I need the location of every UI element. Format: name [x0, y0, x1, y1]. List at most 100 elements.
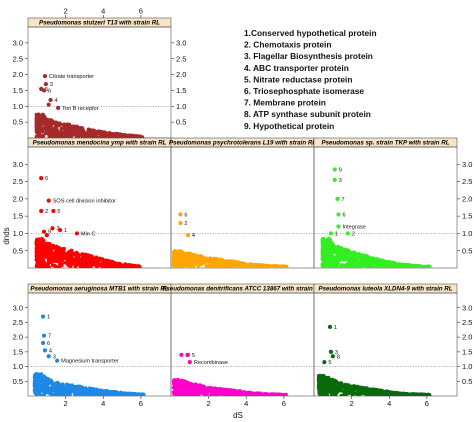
point-label: Magnesium transporter [61, 359, 119, 365]
data-point-cloud [375, 264, 380, 268]
data-point-cloud [90, 135, 95, 138]
data-point-cloud [34, 118, 39, 123]
data-point-cloud [218, 392, 223, 396]
data-point-cloud [358, 259, 363, 264]
panel-title: Pseudomonas stutzeri T13 with strain RL [39, 20, 160, 27]
panel-frame [170, 292, 315, 397]
legend-item-1: 1.Conserved hypothetical protein [244, 28, 377, 38]
data-point-cloud [268, 393, 273, 396]
data-point-cloud [233, 260, 238, 265]
data-point-cloud [343, 263, 348, 268]
panel-6: Pseudomonas denitrificans ATCC 13867 wit… [162, 283, 323, 408]
data-point-cloud [99, 134, 104, 138]
data-point [50, 226, 55, 231]
data-point-cloud [53, 259, 57, 263]
data-point-cloud [339, 393, 344, 396]
data-point-cloud [108, 134, 113, 138]
data-point-cloud [41, 133, 46, 138]
panel-7: Pseudomonas luteola XLDN4-9 with strain … [313, 283, 472, 408]
data-point-cloud [90, 257, 95, 262]
data-point-cloud [386, 393, 390, 396]
data-point-cloud [72, 384, 77, 389]
data-point-cloud [231, 392, 236, 396]
data-point-cloud [328, 258, 333, 263]
data-point-cloud [193, 262, 198, 266]
data-point-cloud [173, 257, 177, 262]
data-point-cloud [35, 391, 40, 396]
data-point-cloud [105, 390, 110, 395]
data-point-cloud [176, 383, 181, 388]
data-point-cloud [365, 392, 369, 396]
point-label: Integrase [342, 225, 365, 231]
y-tick-label-right: 3.0 [462, 160, 472, 169]
data-point-cloud [331, 378, 336, 383]
data-point-cloud [242, 391, 247, 395]
data-point-cloud [347, 265, 352, 268]
data-point-cloud [256, 391, 261, 396]
data-point-cloud [34, 379, 39, 384]
y-tick-label-right: 3.0 [176, 38, 186, 47]
y-tick-label: 2.0 [13, 194, 23, 203]
data-point-cloud [227, 260, 231, 265]
data-point-cloud [36, 372, 41, 377]
legend-item-6: 6. Triosephosphate isomerase [244, 86, 364, 96]
data-point-cloud [41, 265, 45, 268]
data-point-cloud [114, 261, 118, 266]
data-point-cloud [86, 390, 91, 394]
data-point-cloud [328, 254, 333, 259]
data-point-cloud [351, 391, 356, 396]
data-point-cloud [107, 264, 112, 268]
data-point-cloud [320, 251, 325, 256]
y-tick-label: 2.5 [13, 318, 23, 327]
x-axis-label: dS [233, 411, 243, 420]
point-label: 8 [337, 354, 340, 360]
data-point [39, 208, 44, 214]
point-label: 5 [328, 360, 331, 366]
y-tick-label: 1.0 [13, 362, 23, 371]
x-tick-label: 4 [244, 399, 248, 408]
data-point-cloud [135, 265, 140, 268]
point-label: 2 [45, 209, 48, 215]
point-label: 6 [45, 176, 48, 182]
y-tick-label-right: 0.5 [462, 246, 472, 255]
y-tick-label: 3.0 [13, 38, 23, 47]
data-point-cloud [336, 381, 341, 386]
point-label: 9 [48, 230, 51, 236]
data-point [51, 208, 56, 214]
data-point-cloud [327, 384, 332, 389]
panel-2: Pseudomonas mendocina ymp with strain RL… [13, 137, 172, 269]
data-point-cloud [80, 127, 85, 132]
point-label: 3 [53, 354, 56, 360]
data-point-cloud [182, 393, 187, 396]
data-point-cloud [321, 388, 326, 393]
data-point-cloud [92, 390, 97, 394]
data-point-cloud [412, 263, 417, 268]
data-point-cloud [321, 242, 325, 247]
data-point [46, 354, 51, 359]
data-point-cloud [364, 257, 369, 261]
data-point-cloud [173, 393, 178, 396]
point-label: 7 [342, 197, 345, 203]
data-point-cloud [61, 393, 66, 396]
y-axis-label: dnds [2, 227, 11, 244]
data-point-cloud [183, 386, 187, 391]
legend-item-2: 2. Chemotaxis protein [244, 40, 332, 50]
y-tick-label: 3.0 [13, 303, 23, 312]
data-point [40, 340, 46, 346]
data-point-cloud [239, 261, 243, 266]
x-tick-label: 6 [425, 399, 429, 408]
data-point-cloud [173, 386, 178, 391]
data-point-cloud [46, 258, 51, 263]
data-point-cloud [340, 250, 345, 254]
x-tick-label-top: 2 [64, 7, 68, 16]
data-point-cloud [236, 390, 240, 395]
data-point-cloud [332, 385, 337, 390]
data-point-cloud [391, 264, 396, 268]
data-point-cloud [183, 253, 188, 258]
data-point-cloud [381, 264, 386, 268]
data-point-cloud [326, 375, 331, 380]
y-tick-label: 2.0 [13, 333, 23, 342]
data-point-cloud [178, 250, 183, 254]
data-point-cloud [324, 239, 329, 244]
data-point-cloud [336, 248, 341, 253]
